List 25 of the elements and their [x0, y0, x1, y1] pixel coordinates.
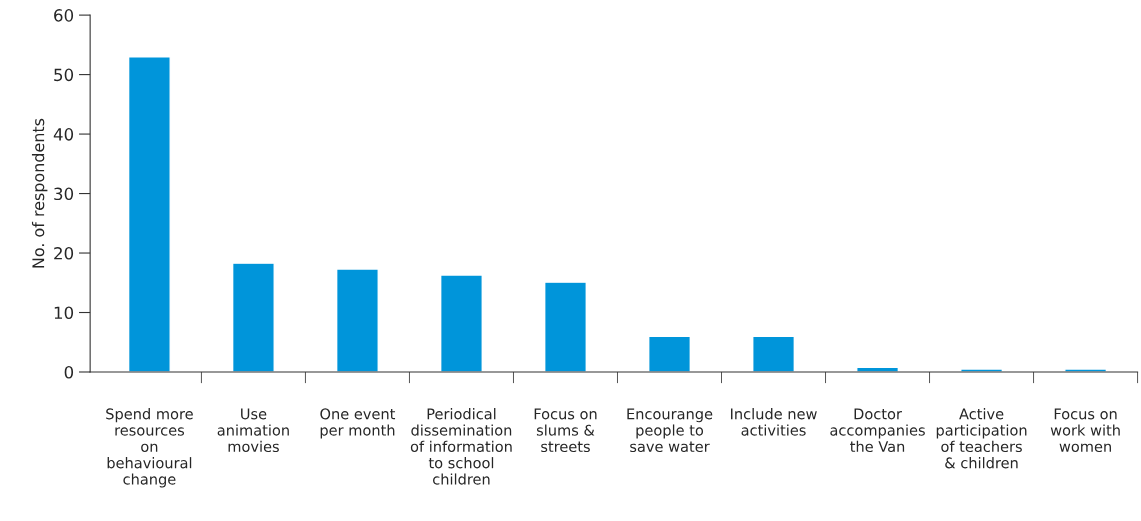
- y-tick-label: 50: [54, 68, 74, 82]
- x-tick-label: Periodical dissemination of information to school children: [410, 408, 512, 485]
- bar: [752, 335, 796, 372]
- bar: [648, 335, 692, 372]
- bar: [127, 56, 171, 372]
- x-tick-label: Doctor accompanies the Van: [830, 408, 925, 453]
- bar: [335, 268, 379, 372]
- bar: [231, 262, 275, 372]
- x-tick-label: Include new activities: [731, 408, 817, 436]
- y-tick-label: 0: [64, 365, 74, 379]
- bar: [543, 281, 587, 372]
- x-tick-label: Use animation movies: [217, 408, 289, 453]
- y-tick-label: 40: [53, 128, 74, 141]
- x-tick-label: One event per month: [320, 408, 396, 439]
- x-tick-label: Encourange people to save water: [627, 408, 713, 453]
- x-tick-label: Spend more resources on behavioural change: [106, 408, 193, 488]
- x-tick-label: Active participation of teachers & children: [936, 408, 1027, 469]
- y-tick-label: 30: [54, 187, 74, 201]
- x-tick-label: Focus on work with women: [1050, 408, 1120, 453]
- y-tick-label: 20: [54, 246, 74, 260]
- bar: [439, 274, 483, 372]
- y-tick-label: 60: [54, 9, 74, 22]
- x-tick-label: Focus on slums & streets: [534, 408, 597, 453]
- y-axis-title: No. of respondents: [31, 118, 48, 268]
- y-tick-label: 10: [54, 306, 74, 320]
